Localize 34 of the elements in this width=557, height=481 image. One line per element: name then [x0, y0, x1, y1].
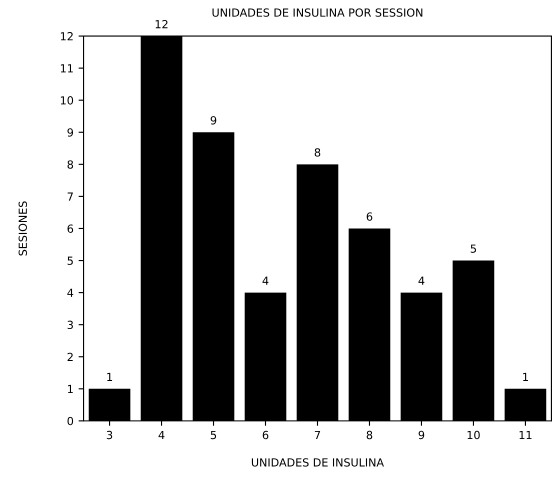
y-tick-label: 4: [67, 288, 74, 297]
x-tick-label: 8: [366, 430, 372, 440]
x-tick-label: 7: [314, 430, 320, 440]
data-label: 12: [156, 20, 168, 28]
data-label: 8: [314, 148, 320, 157]
y-tick-label: 0: [67, 416, 74, 426]
x-tick-label: 10: [468, 430, 480, 440]
x-tick-label: 9: [418, 430, 424, 440]
y-tick-label: 12: [60, 32, 73, 40]
y-tick-label: 3: [68, 320, 73, 330]
x-tick-label: 3: [106, 430, 112, 440]
x-tick-label: 6: [262, 430, 268, 440]
y-tick-label: 10: [60, 96, 74, 105]
y-tick-label: 11: [60, 64, 73, 72]
y-tick-label: 6: [68, 224, 74, 233]
y-tick-label: 2: [68, 352, 73, 361]
data-label: 1: [107, 372, 112, 381]
data-label: 5: [470, 244, 476, 253]
y-tick-label: 8: [68, 160, 74, 169]
y-tick-label: 9: [67, 128, 74, 137]
data-label: 1: [523, 372, 528, 381]
x-axis-title: UNIDADES DE INSULINA: [252, 458, 384, 467]
y-tick-label: 1: [68, 384, 73, 394]
data-label: 9: [210, 116, 216, 125]
data-label: 4: [262, 276, 268, 285]
data-label: 6: [366, 212, 372, 221]
y-tick-label: 7: [68, 192, 73, 201]
x-tick-label: 11: [520, 430, 532, 440]
y-axis-title: SESIONES: [18, 201, 27, 256]
data-label: 4: [418, 276, 424, 285]
x-tick-label: 4: [158, 430, 164, 440]
x-tick-label: 5: [210, 430, 216, 440]
chart-title: UNIDADES DE INSULINA POR SESSION: [212, 8, 422, 17]
y-tick-label: 5: [68, 256, 73, 265]
